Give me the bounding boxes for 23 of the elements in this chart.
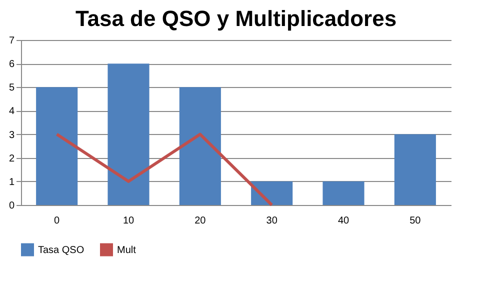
y-tick-label: 2 (8, 153, 15, 164)
y-tick-label: 3 (8, 130, 15, 141)
y-tick-label: 6 (8, 59, 15, 70)
y-tick-label: 5 (8, 82, 15, 94)
bar (108, 64, 150, 205)
bar (179, 87, 221, 205)
legend-label: Mult (117, 244, 136, 256)
x-tick-label: 10 (122, 216, 134, 226)
x-tick-label: 50 (410, 216, 422, 226)
bar (322, 181, 364, 205)
x-tick-label: 30 (266, 216, 278, 226)
x-tick-label: 40 (338, 216, 350, 226)
y-tick-label: 7 (8, 36, 15, 46)
bar (251, 181, 293, 205)
bar (36, 87, 78, 205)
y-tick-label: 1 (8, 176, 15, 188)
chart-title: Tasa de QSO y Multiplicadores (75, 6, 397, 31)
x-tick-label: 0 (54, 216, 60, 226)
bar (394, 134, 436, 205)
x-tick-label: 20 (194, 216, 206, 226)
y-tick-label: 0 (8, 200, 15, 212)
y-tick-label: 4 (8, 106, 15, 118)
legend-label: Tasa QSO (38, 244, 84, 256)
